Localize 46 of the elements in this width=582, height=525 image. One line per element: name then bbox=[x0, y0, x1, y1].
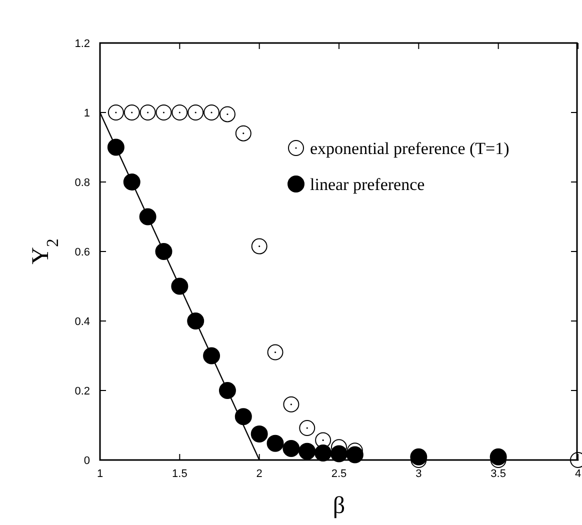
x-tick-label: 3.5 bbox=[490, 468, 506, 480]
y-tick-label: 1.2 bbox=[74, 38, 90, 50]
point bbox=[171, 278, 188, 295]
y-tick-label: 0.8 bbox=[74, 177, 90, 189]
x-tick-label: 2.5 bbox=[331, 468, 347, 480]
point bbox=[155, 243, 172, 260]
point bbox=[188, 104, 204, 120]
point bbox=[330, 445, 348, 462]
x-tick-label: 1.5 bbox=[172, 468, 188, 480]
y-tick-label: 1 bbox=[84, 108, 90, 120]
point bbox=[218, 382, 236, 399]
x-tick-label: 3 bbox=[416, 468, 422, 480]
point bbox=[140, 104, 156, 120]
point bbox=[108, 104, 124, 120]
point bbox=[139, 208, 156, 226]
point bbox=[107, 138, 124, 156]
y-tick-label: 0.2 bbox=[74, 386, 90, 398]
point bbox=[299, 420, 316, 436]
point bbox=[172, 104, 188, 120]
point bbox=[123, 174, 140, 190]
point bbox=[314, 444, 332, 462]
point bbox=[315, 432, 332, 448]
point bbox=[251, 238, 268, 254]
point bbox=[283, 396, 300, 412]
legend-label: exponential preference (T=1) bbox=[310, 139, 510, 158]
x-tick-label: 4 bbox=[574, 468, 582, 480]
x-axis-title: β bbox=[332, 493, 346, 519]
point bbox=[203, 347, 220, 364]
legend-label: linear preference bbox=[310, 175, 425, 194]
point bbox=[204, 104, 220, 120]
point bbox=[250, 425, 268, 442]
point bbox=[219, 106, 236, 122]
point bbox=[156, 104, 172, 120]
point bbox=[282, 440, 300, 458]
point bbox=[235, 125, 252, 142]
point bbox=[124, 104, 140, 120]
point bbox=[187, 312, 204, 330]
y-tick-label: 0 bbox=[84, 455, 90, 467]
point bbox=[234, 408, 252, 426]
x-tick-label: 2 bbox=[256, 468, 262, 480]
point bbox=[267, 344, 284, 360]
y-tick-label: 0.6 bbox=[74, 246, 90, 258]
point bbox=[266, 434, 284, 452]
point bbox=[298, 442, 316, 460]
y-tick-label: 0.4 bbox=[74, 316, 90, 328]
x-tick-label: 1 bbox=[96, 468, 104, 480]
